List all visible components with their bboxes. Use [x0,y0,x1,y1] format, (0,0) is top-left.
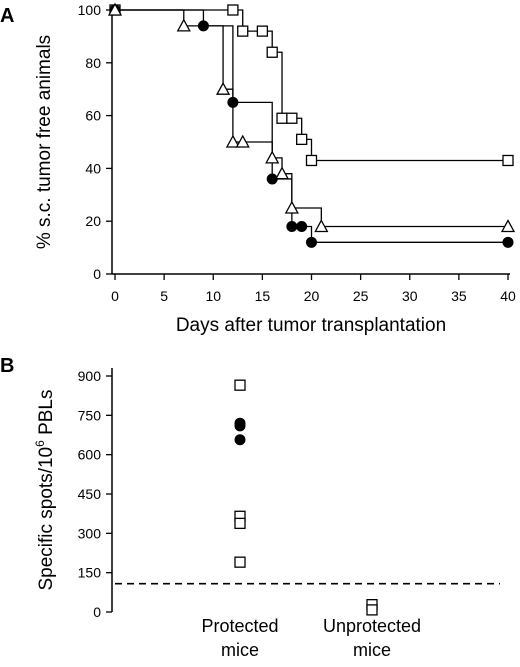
y-axis-title-b-tail: PBLs [36,389,57,440]
point-filled-circle [234,420,246,432]
point-open-triangle [274,166,290,180]
y-tick-label-a: 40 [85,160,101,176]
point-open-square [237,25,249,37]
point-open-triangle [284,200,299,214]
y-axis-title-b: Specific spots/106 PBLs [33,389,57,590]
category-label: mice [221,640,259,660]
series-line-open-triangle [115,9,508,228]
y-axis-title-b-superscript: 6 [33,440,47,447]
panel-label-a: A [0,5,14,27]
point-filled-circle [197,20,209,32]
point-filled-circle [502,236,514,248]
point-open-square [286,112,298,124]
y-tick-label-b: 600 [78,447,102,463]
x-axis-title-a: Days after tumor transplantation [176,315,446,336]
y-tick-label-a: 80 [85,55,101,71]
point-filled-circle [234,434,246,446]
y-tick-label-a: 100 [78,2,102,18]
x-tick-label-a: 0 [111,288,119,304]
y-tick-label-b: 150 [78,565,102,581]
point-filled-circle [296,220,308,232]
point-open-triangle [500,219,516,233]
y-tick-label-b: 750 [78,407,102,423]
point-open-square [296,133,308,146]
point-open-square [266,46,278,58]
point-open-triangle [215,81,231,95]
point-open-square [234,556,246,568]
y-tick-label-a: 60 [85,108,101,124]
point-open-square [234,517,246,530]
y-tick-label-b: 300 [78,525,102,541]
y-tick-label-b: 900 [78,368,102,384]
y-tick-label-b: 450 [78,486,102,502]
point-open-square [227,4,239,16]
point-filled-circle [306,236,317,248]
y-tick-label-a: 0 [93,266,101,282]
point-open-square [234,379,246,391]
elispot-chart: 0 150 300 450 600 750 900 Protected mice Unprote… [33,368,500,660]
x-tick-label-a: 15 [255,288,271,304]
point-open-triangle [265,150,280,164]
x-tick-label-a: 35 [451,288,467,304]
x-tick-label-a: 5 [160,288,168,304]
point-open-square [256,25,269,37]
point-open-triangle [235,134,250,148]
category-label: mice [353,640,391,660]
x-tick-label-a: 10 [205,288,221,304]
point-open-square [276,112,288,124]
survival-chart: 0 20 40 60 80 100 0 5 10 15 20 25 30 35 40 % s.c. tum… [34,2,516,336]
point-open-square [502,154,514,167]
category-label: Unprotected [323,616,421,636]
point-open-triangle [107,2,123,16]
point-open-square [305,154,318,167]
y-tick-label-a: 20 [85,213,101,229]
x-tick-label-a: 30 [402,288,418,304]
series-line-open-square [115,9,508,162]
y-axis-title-a: % s.c. tumor free animals [34,35,55,249]
y-tick-label-b: 0 [93,604,101,620]
point-open-triangle [225,134,240,148]
point-filled-circle [227,96,239,108]
point-open-triangle [314,219,329,233]
point-open-square [366,604,378,616]
x-tick-label-a: 25 [353,288,369,304]
point-filled-circle [286,220,298,232]
panel-label-b: B [0,355,14,377]
point-open-triangle [176,18,191,32]
category-label: Protected [201,616,278,636]
x-tick-label-a: 20 [304,288,320,304]
y-axis-title-b-main: Specific spots/10 [36,447,57,591]
x-tick-label-a: 40 [500,288,516,304]
